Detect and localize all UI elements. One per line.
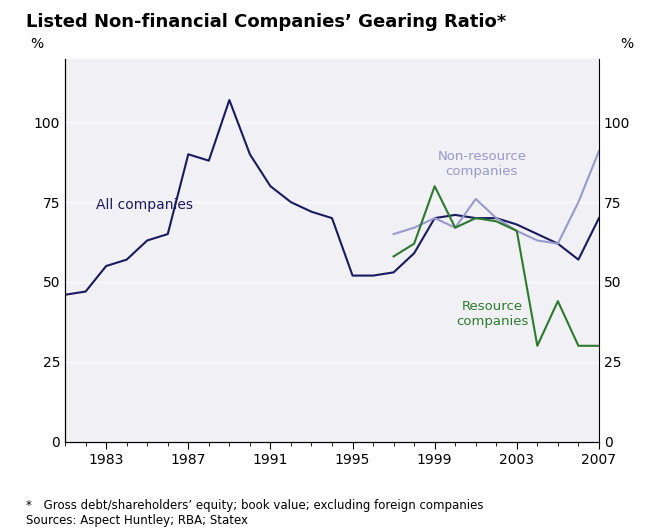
Text: Listed Non-financial Companies’ Gearing Ratio*: Listed Non-financial Companies’ Gearing … — [26, 13, 506, 31]
Text: Resource
companies: Resource companies — [456, 300, 529, 328]
Text: %: % — [31, 37, 44, 51]
Text: All companies: All companies — [96, 197, 193, 212]
Text: Non-resource
companies: Non-resource companies — [437, 150, 527, 178]
Text: %: % — [620, 37, 633, 51]
Text: * Gross debt/shareholders’ equity; book value; excluding foreign companies
Sourc: * Gross debt/shareholders’ equity; book … — [26, 498, 484, 527]
